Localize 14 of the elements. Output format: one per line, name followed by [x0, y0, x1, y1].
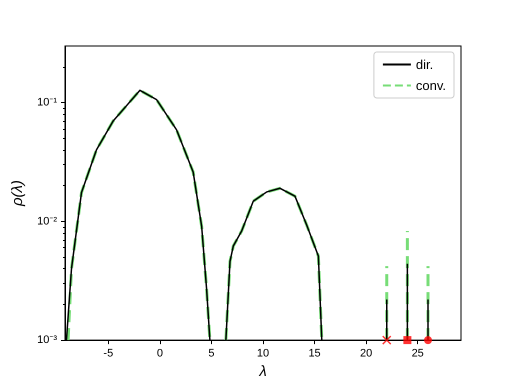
x-tick-label: -5	[103, 348, 114, 360]
y-axis-title: ρ(λ)	[9, 180, 26, 208]
legend-label: conv.	[416, 78, 446, 93]
x-tick-label: 20	[360, 348, 372, 360]
legend-label: dir.	[416, 57, 434, 72]
y-tick-label: 10⁻³	[37, 334, 58, 346]
x-tick-label: 25	[412, 348, 424, 360]
x-tick-label: 15	[308, 348, 321, 360]
x-tick-label: 0	[156, 348, 163, 360]
y-tick-label: 10⁻²	[37, 215, 58, 228]
y-tick-label: 10⁻¹	[37, 96, 58, 109]
x-tick-label: 5	[208, 348, 214, 360]
x-tick-label: 10	[256, 348, 270, 360]
x-axis-title: λ	[258, 363, 267, 380]
